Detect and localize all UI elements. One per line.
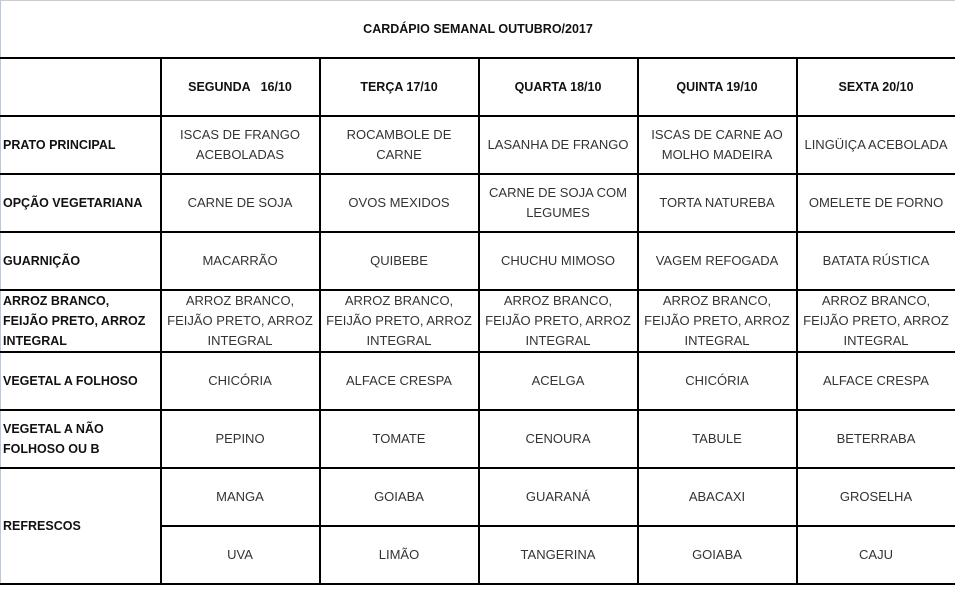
weekly-menu-table: CARDÁPIO SEMANAL OUTUBRO/2017 SEGUNDA 16…	[0, 0, 955, 585]
menu-cell: GOIABA	[318, 467, 480, 527]
menu-row: OPÇÃO VEGETARIANA CARNE DE SOJA OVOS MEXID…	[0, 173, 955, 233]
menu-cell: TABULE	[636, 409, 798, 469]
menu-title: CARDÁPIO SEMANAL OUTUBRO/2017	[0, 0, 955, 59]
menu-cell: ARROZ BRANCO, FEIJÃO PRETO, ARROZ INTEGR…	[159, 289, 321, 353]
menu-cell: ARROZ BRANCO, FEIJÃO PRETO, ARROZ INTEGR…	[636, 289, 798, 353]
header-row: SEGUNDA 16/10 TERÇA 17/10 QUARTA 18/10 Q…	[0, 57, 955, 117]
menu-cell: ARROZ BRANCO, FEIJÃO PRETO, ARROZ INTEGR…	[477, 289, 639, 353]
menu-cell: CAJU	[795, 525, 955, 585]
menu-cell: CENOURA	[477, 409, 639, 469]
corner-cell	[0, 57, 162, 117]
menu-cell: MANGA	[159, 467, 321, 527]
menu-cell: OVOS MEXIDOS	[318, 173, 480, 233]
refrescos-row: REFRESCOS MANGA GOIABA GUARANÁ ABACAXI GROSEL…	[0, 467, 955, 585]
row-label: VEGETAL A NÃO FOLHOSO OU B	[0, 409, 162, 469]
day-header: QUARTA 18/10	[477, 57, 639, 117]
title-row: CARDÁPIO SEMANAL OUTUBRO/2017	[0, 0, 955, 59]
day-header: SEGUNDA 16/10	[159, 57, 321, 117]
row-label: GUARNIÇÃO	[0, 231, 162, 291]
menu-cell: ABACAXI	[636, 467, 798, 527]
menu-cell: VAGEM REFOGADA	[636, 231, 798, 291]
menu-cell: ISCAS DE FRANGO ACEBOLADAS	[159, 115, 321, 175]
menu-cell: GROSELHA	[795, 467, 955, 527]
menu-cell: ROCAMBOLE DE CARNE	[318, 115, 480, 175]
menu-cell: ISCAS DE CARNE AO MOLHO MADEIRA	[636, 115, 798, 175]
menu-cell: ARROZ BRANCO, FEIJÃO PRETO, ARROZ INTEGR…	[318, 289, 480, 353]
menu-cell: CARNE DE SOJA COM LEGUMES	[477, 173, 639, 233]
menu-cell: BETERRABA	[795, 409, 955, 469]
row-label: PRATO PRINCIPAL	[0, 115, 162, 175]
menu-cell: ACELGA	[477, 351, 639, 411]
menu-row: PRATO PRINCIPAL ISCAS DE FRANGO ACEBOLADA…	[0, 115, 955, 175]
menu-cell: CHICÓRIA	[636, 351, 798, 411]
menu-cell: CARNE DE SOJA	[159, 173, 321, 233]
menu-cell: PEPINO	[159, 409, 321, 469]
menu-cell: TOMATE	[318, 409, 480, 469]
row-label: OPÇÃO VEGETARIANA	[0, 173, 162, 233]
menu-cell: QUIBEBE	[318, 231, 480, 291]
menu-row: VEGETAL A FOLHOSO CHICÓRIA ALFACE CRESPA AC…	[0, 351, 955, 411]
menu-cell: ALFACE CRESPA	[795, 351, 955, 411]
menu-cell: OMELETE DE FORNO	[795, 173, 955, 233]
menu-cell: LINGÜIÇA ACEBOLADA	[795, 115, 955, 175]
row-label: ARROZ BRANCO, FEIJÃO PRETO, ARROZ INTEGR…	[0, 289, 162, 353]
menu-cell: CHICÓRIA	[159, 351, 321, 411]
menu-cell: TANGERINA	[477, 525, 639, 585]
refrescos-row: UVA LIMÃO TANGERINA GOIABA CAJU	[1, 525, 955, 585]
day-header: SEXTA 20/10	[795, 57, 955, 117]
menu-cell: LIMÃO	[318, 525, 480, 585]
row-label: VEGETAL A FOLHOSO	[0, 351, 162, 411]
day-header: QUINTA 19/10	[636, 57, 798, 117]
menu-row: VEGETAL A NÃO FOLHOSO OU B PEPINO TOMATE CE…	[0, 409, 955, 469]
menu-cell: ARROZ BRANCO, FEIJÃO PRETO, ARROZ INTEGR…	[795, 289, 955, 353]
row-label: REFRESCOS	[0, 467, 162, 585]
menu-cell: BATATA RÚSTICA	[795, 231, 955, 291]
menu-cell: ALFACE CRESPA	[318, 351, 480, 411]
menu-row: ARROZ BRANCO, FEIJÃO PRETO, ARROZ INTEGR…	[0, 289, 955, 353]
menu-row: GUARNIÇÃO MACARRÃO QUIBEBE CHUCHU MIMOSO VAG…	[0, 231, 955, 291]
menu-cell: MACARRÃO	[159, 231, 321, 291]
menu-cell: CHUCHU MIMOSO	[477, 231, 639, 291]
menu-cell: LASANHA DE FRANGO	[477, 115, 639, 175]
menu-cell: TORTA NATUREBA	[636, 173, 798, 233]
menu-cell: GOIABA	[636, 525, 798, 585]
menu-cell: UVA	[160, 525, 321, 585]
menu-cell: GUARANÁ	[477, 467, 639, 527]
day-header: TERÇA 17/10	[318, 57, 480, 117]
